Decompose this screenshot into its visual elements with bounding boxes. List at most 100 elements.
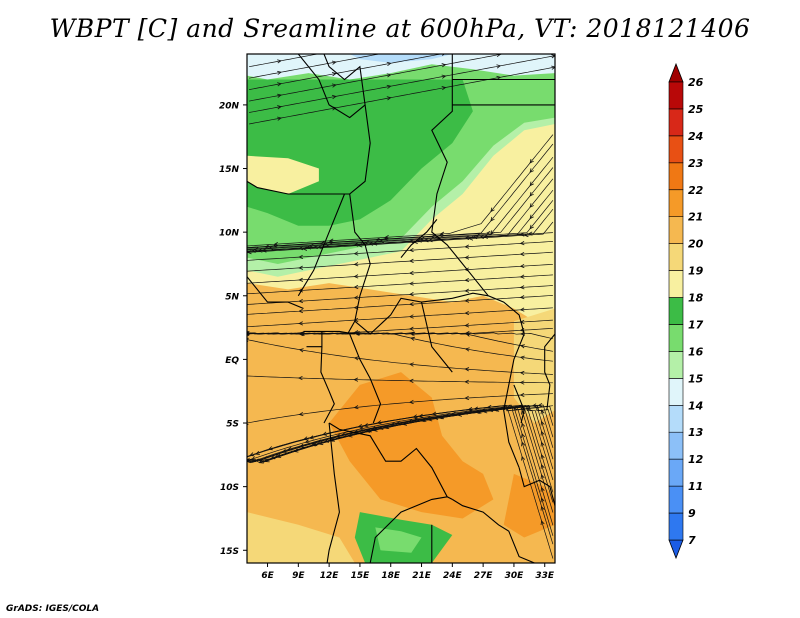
streamline-arrow: [353, 377, 359, 382]
streamline-arrow: [540, 497, 545, 503]
lat-label: 10N: [219, 229, 240, 239]
lon-label: 21E: [412, 571, 432, 581]
streamline-arrow: [396, 420, 402, 425]
streamline-arrow: [551, 54, 555, 59]
lat-label: 5S: [226, 420, 239, 430]
streamline-arrow: [519, 344, 525, 349]
colorbar-box: [668, 485, 684, 514]
streamline-arrow: [521, 441, 526, 447]
streamline-arrow: [308, 435, 314, 440]
streamline-arrow: [427, 417, 433, 422]
streamline-arrow: [353, 274, 359, 279]
streamline-arrow: [519, 263, 525, 269]
streamline-arrow: [261, 248, 267, 253]
streamline-arrow: [249, 452, 255, 457]
streamline-arrow: [529, 214, 534, 220]
streamline: [249, 55, 555, 113]
streamline-arrow: [519, 241, 525, 246]
border-line: [544, 333, 555, 411]
colorbar-box: [668, 431, 684, 460]
field-band-15: [247, 54, 555, 80]
colorbar-label: 18: [688, 292, 704, 305]
streamline-arrow: [317, 244, 322, 250]
field-patch-south-core: [375, 527, 422, 553]
streamline-arrow: [467, 407, 473, 412]
streamline-arrow: [304, 439, 310, 444]
lon-label: 6E: [261, 571, 274, 581]
map-title: WBPT [C] and Sreamline at 600hPa, VT: 20…: [49, 14, 751, 43]
border-line: [303, 330, 355, 335]
streamline-arrow: [408, 270, 414, 276]
streamline-arrow: [529, 224, 534, 230]
streamline-arrow: [273, 241, 279, 247]
lon-label: 18E: [381, 571, 401, 581]
streamline-arrow: [298, 298, 304, 304]
streamline-arrow: [298, 308, 304, 314]
streamline-arrow: [519, 392, 525, 397]
lat-label: 10S: [220, 483, 239, 493]
colorbar-box: [668, 512, 684, 541]
border-line: [320, 346, 335, 424]
streamline-arrow: [277, 105, 282, 110]
streamline-arrow: [409, 362, 414, 367]
streamline-arrow: [496, 75, 502, 80]
streamline-arrow: [281, 449, 287, 453]
colorbar-label: 22: [688, 184, 704, 197]
border-line: [369, 496, 448, 563]
streamline-arrow: [408, 314, 414, 319]
streamline-arrow: [421, 417, 427, 422]
streamline-arrow: [519, 380, 525, 385]
streamline-arrow: [277, 116, 282, 121]
streamline-arrow: [412, 414, 418, 419]
streamline-arrow: [408, 281, 414, 286]
streamline-arrow: [464, 277, 470, 283]
streamline-arrow: [464, 395, 470, 401]
streamline-arrow: [529, 191, 534, 197]
streamline: [247, 200, 554, 251]
streamline-arrow: [540, 420, 545, 426]
streamline-arrow: [318, 441, 324, 446]
streamline-arrow: [277, 70, 282, 75]
border-line: [400, 219, 438, 258]
streamline-arrow: [268, 245, 274, 250]
colorbar: 7 9 11 12 13 14 15 16 17 18 19 20 21 22 23 24 25 26: [668, 62, 704, 560]
colorbar-box: [668, 458, 684, 487]
streamline-arrow: [464, 298, 470, 303]
streamline-arrow: [331, 94, 337, 100]
streamline-arrow: [464, 255, 470, 260]
streamline-arrow: [353, 356, 359, 361]
lon-label: 9E: [292, 571, 305, 581]
streamline: [247, 285, 553, 305]
streamline-arrow: [464, 367, 470, 372]
streamline-arrow: [298, 254, 304, 259]
streamline-arrow: [353, 284, 359, 290]
colorbar-box: [668, 108, 684, 137]
streamline: [247, 404, 554, 513]
streamline-arrow: [363, 423, 369, 428]
streamline-arrow: [298, 288, 304, 293]
streamline-arrow: [519, 285, 525, 290]
streamline-arrow: [312, 442, 318, 447]
colorbar-box: [668, 378, 684, 406]
streamline: [249, 54, 320, 68]
border-line: [518, 467, 555, 506]
streamline: [247, 274, 553, 295]
streamline: [249, 66, 555, 125]
border-line: [431, 54, 525, 468]
streamline-arrow: [519, 370, 525, 376]
streamline-arrow: [519, 355, 525, 360]
streamline-arrow: [490, 207, 495, 213]
streamline-arrow: [540, 441, 545, 447]
field-sw-20: [247, 512, 355, 563]
streamline-arrow: [372, 427, 378, 432]
colorbar-label: 23: [688, 157, 704, 170]
colorbar-box: [668, 351, 684, 379]
border-line: [513, 384, 525, 424]
streamline-arrow: [496, 64, 502, 69]
colorbar-box: [668, 189, 684, 218]
streamline-arrow: [464, 323, 470, 328]
streamline: [247, 405, 553, 457]
border-line: [297, 193, 346, 297]
streamline-arrow: [519, 295, 525, 300]
colorbar-box: [668, 81, 684, 110]
